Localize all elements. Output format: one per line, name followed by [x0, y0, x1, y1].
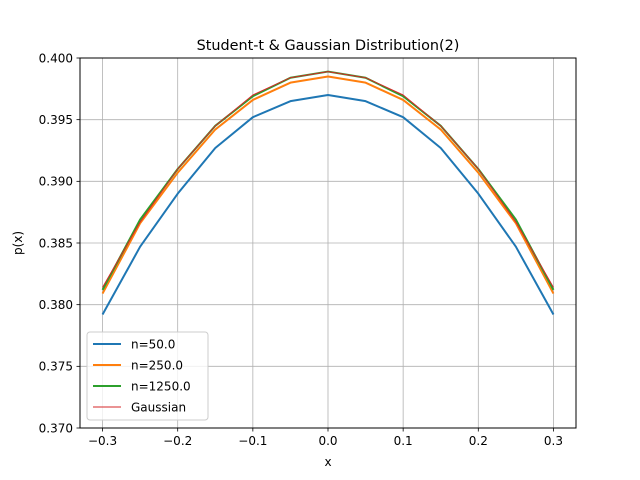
x-tick-label: −0.3	[88, 434, 117, 448]
x-tick-label: 0.3	[544, 434, 563, 448]
y-tick-label: 0.370	[39, 421, 73, 435]
series-lines	[101, 70, 555, 316]
x-tick-label: −0.1	[238, 434, 267, 448]
x-tick-label: 0.2	[469, 434, 488, 448]
y-axis-label: p(x)	[11, 231, 25, 255]
series-line-n-250-0	[101, 75, 555, 295]
legend-box	[86, 331, 209, 421]
y-tick-label: 0.385	[39, 236, 73, 250]
legend-label: n=50.0	[131, 337, 175, 351]
y-tick-label: 0.390	[39, 175, 73, 189]
x-tick-label: −0.2	[163, 434, 192, 448]
y-tick-label: 0.395	[39, 113, 73, 127]
legend-label: n=1250.0	[131, 379, 191, 393]
y-tick-label: 0.375	[39, 360, 73, 374]
x-axis-label: x	[324, 455, 331, 469]
chart-title: Student-t & Gaussian Distribution(2)	[197, 38, 460, 54]
legend-label: n=250.0	[131, 358, 183, 372]
x-axis-ticks: −0.3 −0.2 −0.1 0.0 0.1 0.2 0.3	[88, 428, 563, 448]
series-line-n-50-0	[101, 94, 555, 316]
y-tick-label: 0.380	[39, 298, 73, 312]
series-line-gaussian	[102, 71, 554, 288]
legend: n=50.0 n=250.0 n=1250.0 Gaussian	[86, 331, 209, 421]
y-axis-ticks: 0.370 0.375 0.380 0.385 0.390 0.395 0.400	[39, 51, 80, 435]
legend-label: Gaussian	[131, 400, 186, 414]
x-tick-label: 0.1	[394, 434, 413, 448]
y-tick-label: 0.400	[39, 51, 73, 65]
x-tick-label: 0.0	[318, 434, 337, 448]
